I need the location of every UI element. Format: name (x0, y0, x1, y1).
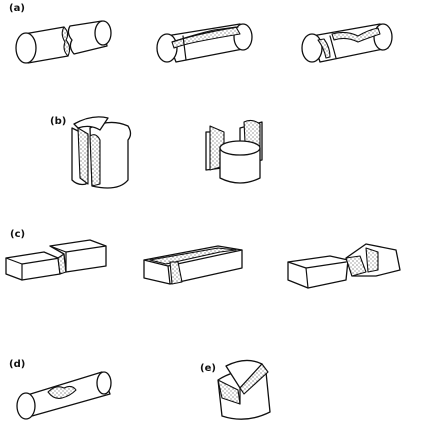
label-e: (e) (200, 363, 216, 374)
label-d: (d) (9, 359, 26, 370)
label-b: (b) (50, 116, 67, 127)
label-a: (a) (9, 3, 25, 14)
label-c: (c) (10, 229, 26, 240)
